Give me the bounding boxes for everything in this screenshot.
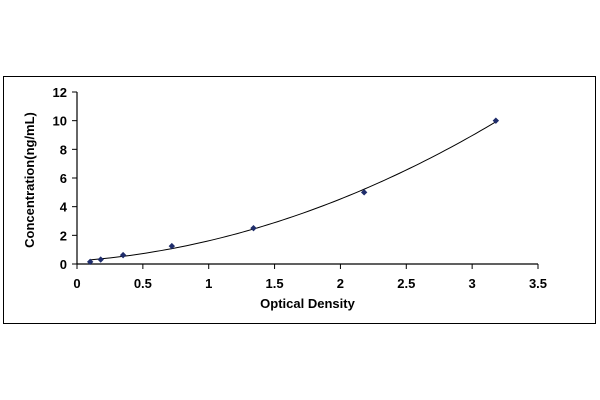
fit-curve bbox=[90, 121, 497, 261]
data-point bbox=[250, 224, 257, 232]
y-tick-label: 0 bbox=[60, 257, 67, 272]
x-axis-label: Optical Density bbox=[260, 296, 355, 311]
x-tick-label: 1 bbox=[205, 276, 212, 291]
y-tick-label: 2 bbox=[60, 228, 67, 243]
x-tick-label: 2.5 bbox=[397, 276, 415, 291]
y-tick-label: 10 bbox=[53, 114, 67, 129]
y-tick-label: 8 bbox=[60, 142, 67, 157]
data-point bbox=[492, 117, 500, 124]
x-ticks: 0 0.5 1 1.5 2 2.5 3 3.5 bbox=[73, 264, 547, 291]
x-tick-label: 3 bbox=[469, 276, 476, 291]
x-tick-label: 1.5 bbox=[266, 276, 284, 291]
axes bbox=[76, 92, 538, 265]
data-point bbox=[97, 256, 104, 263]
data-point bbox=[86, 258, 94, 266]
data-point bbox=[168, 242, 176, 250]
x-tick-label: 2 bbox=[337, 276, 344, 291]
x-tick-label: 0 bbox=[73, 276, 80, 291]
x-tick-label: 3.5 bbox=[529, 276, 547, 291]
data-point bbox=[360, 189, 368, 196]
y-ticks: 0 2 4 6 8 10 12 bbox=[53, 85, 77, 272]
chart-frame bbox=[3, 76, 596, 324]
y-tick-label: 4 bbox=[60, 200, 68, 215]
y-tick-label: 6 bbox=[60, 171, 67, 186]
y-axis-label: Concentration(ng/mL) bbox=[22, 112, 37, 248]
x-tick-label: 0.5 bbox=[134, 276, 152, 291]
y-tick-label: 12 bbox=[53, 85, 67, 100]
data-point bbox=[119, 251, 127, 259]
data-points bbox=[86, 117, 500, 266]
